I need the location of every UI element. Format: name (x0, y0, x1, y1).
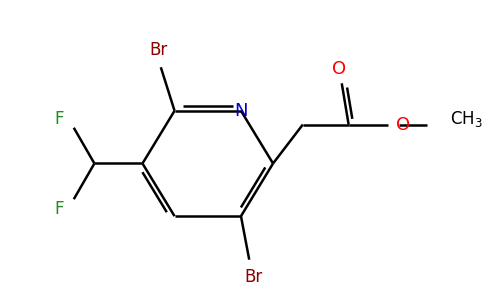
Text: O: O (396, 116, 410, 134)
Text: O: O (333, 60, 347, 78)
Text: Br: Br (150, 41, 167, 59)
Text: Br: Br (245, 268, 263, 286)
Text: F: F (54, 110, 64, 128)
Text: F: F (54, 200, 64, 218)
Text: N: N (234, 102, 248, 120)
Text: CH$_3$: CH$_3$ (450, 109, 483, 129)
